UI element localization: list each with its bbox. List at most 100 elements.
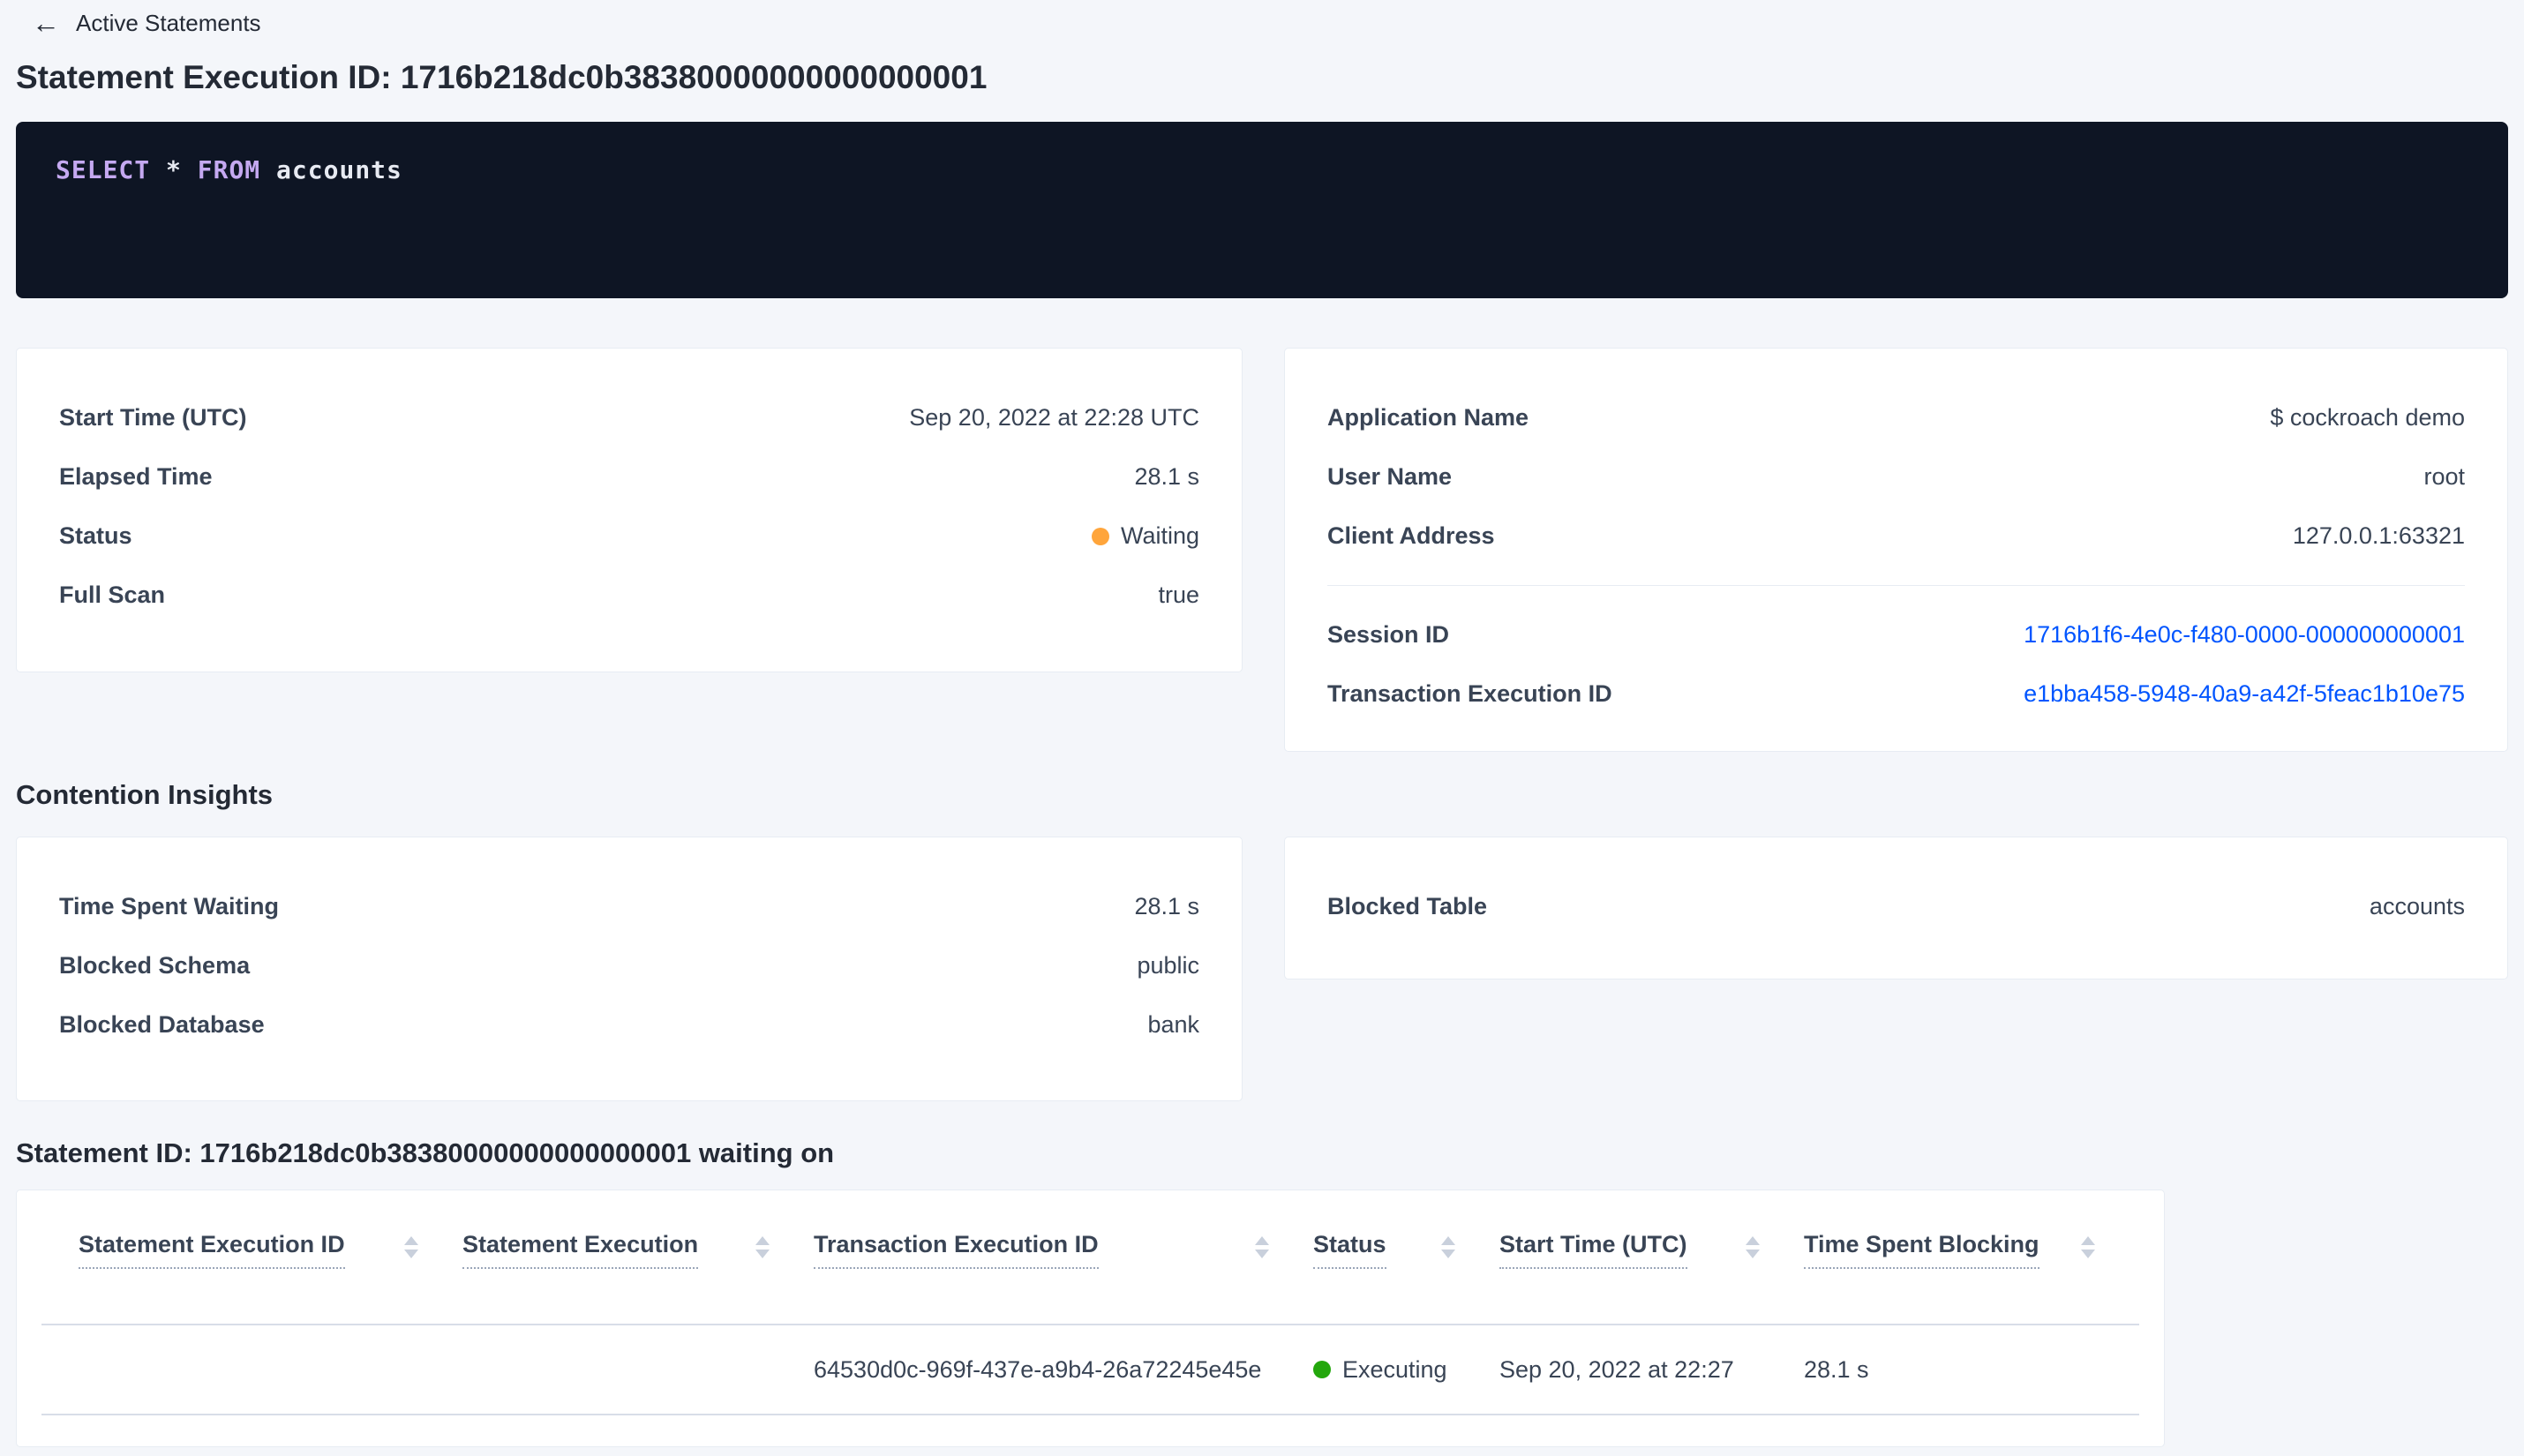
sort-icon[interactable] [1746,1236,1760,1258]
sort-down-triangle [755,1250,770,1258]
page-title: Statement Execution ID: 1716b218dc0b3838… [16,59,988,95]
sql-star: * [166,155,182,184]
full-scan-label: Full Scan [59,582,166,608]
status-label: Status [59,522,132,549]
sort-down-triangle [1441,1250,1455,1258]
contention-left-card: Time Spent Waiting 28.1 s Blocked Schema… [16,837,1243,1101]
row-status: Status Waiting [59,507,1199,566]
row-full-scan: Full Scan true [59,566,1199,625]
cell-status: Executing [1313,1356,1499,1384]
row-blocked-schema: Blocked Schema public [59,936,1199,995]
session-id-label: Session ID [1327,621,1450,648]
waiting-on-heading: Statement ID: 1716b218dc0b38380000000000… [16,1137,835,1168]
blocked-database-value: bank [1147,1011,1199,1038]
row-blocked-table: Blocked Table accounts [1327,877,2465,936]
row-blocked-database: Blocked Database bank [59,995,1199,1054]
cell-start-time: Sep 20, 2022 at 22:27 [1499,1355,1734,1383]
table-row: 64530d0c-969f-437e-a9b4-26a72245e45e Exe… [41,1325,2139,1415]
user-name-label: User Name [1327,463,1453,490]
elapsed-time-value: 28.1 s [1134,463,1199,490]
sort-icon[interactable] [1255,1236,1269,1258]
status-value: Waiting [1120,522,1199,549]
statement-execution-header-label[interactable]: Statement Execution [462,1231,699,1269]
column-header-statement-execution: Statement Execution [462,1231,814,1269]
status-header-label[interactable]: Status [1313,1231,1386,1269]
sql-table-name: accounts [276,155,402,184]
application-name-value: $ cockroach demo [2270,404,2465,431]
back-arrow-icon: ← [32,7,60,39]
contention-right-card: Blocked Table accounts [1284,837,2508,979]
executing-status-dot-icon [1313,1361,1331,1378]
elapsed-time-label: Elapsed Time [59,463,213,490]
sort-icon[interactable] [755,1236,770,1258]
sort-down-triangle [404,1250,418,1258]
column-header-start-time: Start Time (UTC) [1499,1231,1804,1269]
cell-transaction-execution-id: 64530d0c-969f-437e-a9b4-26a72245e45e [814,1355,1262,1383]
transaction-execution-id-label: Transaction Execution ID [1327,680,1612,707]
blocked-table-value: accounts [2369,893,2465,919]
sort-up-triangle [2081,1236,2095,1245]
sort-up-triangle [1746,1236,1760,1245]
sql-statement-text: SELECT * FROM accounts [56,155,2468,184]
column-header-transaction-execution-id: Transaction Execution ID [814,1231,1313,1269]
waiting-on-table-card: Statement Execution ID Statement Executi… [16,1190,2165,1447]
executing-status-value: Executing [1342,1355,1447,1383]
sort-down-triangle [2081,1250,2095,1258]
row-user-name: User Name root [1327,447,2465,507]
blocked-schema-value: public [1137,952,1199,979]
row-session-id: Session ID 1716b1f6-4e0c-f480-0000-00000… [1327,605,2465,664]
full-scan-value: true [1158,582,1199,608]
sql-keyword-from: FROM [197,155,261,184]
waiting-status-dot-icon [1091,527,1109,545]
user-name-value: root [2423,463,2465,490]
row-transaction-execution-id: Transaction Execution ID e1bba458-5948-4… [1327,664,2465,724]
session-details-card: Application Name $ cockroach demo User N… [1284,348,2508,752]
transaction-execution-id-link[interactable]: e1bba458-5948-40a9-a42f-5feac1b10e75 [2024,680,2465,707]
sort-icon[interactable] [2081,1236,2095,1258]
sort-down-triangle [1255,1250,1269,1258]
column-header-statement-execution-id: Statement Execution ID [79,1231,462,1269]
start-time-header-label[interactable]: Start Time (UTC) [1499,1231,1687,1269]
execution-summary-card: Start Time (UTC) Sep 20, 2022 at 22:28 U… [16,348,1243,672]
sort-up-triangle [1441,1236,1455,1245]
time-spent-blocking-header-label[interactable]: Time Spent Blocking [1804,1231,2039,1269]
blocked-schema-label: Blocked Schema [59,952,251,979]
application-name-label: Application Name [1327,404,1529,431]
session-id-link[interactable]: 1716b1f6-4e0c-f480-0000-000000000001 [2024,621,2465,648]
summary-cards-row: Start Time (UTC) Sep 20, 2022 at 22:28 U… [16,348,2508,752]
blocked-database-label: Blocked Database [59,1011,265,1038]
contention-insights-heading: Contention Insights [16,779,274,810]
row-client-address: Client Address 127.0.0.1:63321 [1327,507,2465,566]
row-start-time: Start Time (UTC) Sep 20, 2022 at 22:28 U… [59,388,1199,447]
back-link-label: Active Statements [76,9,261,36]
row-time-spent-waiting: Time Spent Waiting 28.1 s [59,877,1199,936]
start-time-value: Sep 20, 2022 at 22:28 UTC [909,404,1199,431]
row-elapsed-time: Elapsed Time 28.1 s [59,447,1199,507]
cell-time-spent-blocking: 28.1 s [1804,1355,1869,1383]
time-spent-waiting-value: 28.1 s [1134,893,1199,919]
client-address-value: 127.0.0.1:63321 [2292,522,2465,549]
sort-up-triangle [755,1236,770,1245]
card-divider [1327,585,2465,586]
status-badge: Waiting [1091,522,1199,550]
sql-statement-box: SELECT * FROM accounts [16,122,2508,298]
column-header-status: Status [1313,1231,1499,1269]
sort-icon[interactable] [404,1236,418,1258]
sql-keyword-select: SELECT [56,155,151,184]
contention-cards-row: Time Spent Waiting 28.1 s Blocked Schema… [16,837,2508,1101]
sort-down-triangle [1746,1250,1760,1258]
sort-icon[interactable] [1441,1236,1455,1258]
start-time-label: Start Time (UTC) [59,404,247,431]
time-spent-waiting-label: Time Spent Waiting [59,893,280,919]
client-address-label: Client Address [1327,522,1495,549]
sort-up-triangle [404,1236,418,1245]
column-header-time-spent-blocking: Time Spent Blocking [1804,1231,2139,1269]
transaction-execution-id-header-label[interactable]: Transaction Execution ID [814,1231,1099,1269]
row-application-name: Application Name $ cockroach demo [1327,388,2465,447]
table-header-row: Statement Execution ID Statement Executi… [41,1190,2139,1325]
statement-execution-id-header-label[interactable]: Statement Execution ID [79,1231,345,1269]
back-link[interactable]: ← Active Statements [16,0,2508,39]
waiting-on-table: Statement Execution ID Statement Executi… [41,1190,2139,1415]
blocked-table-label: Blocked Table [1327,893,1488,919]
